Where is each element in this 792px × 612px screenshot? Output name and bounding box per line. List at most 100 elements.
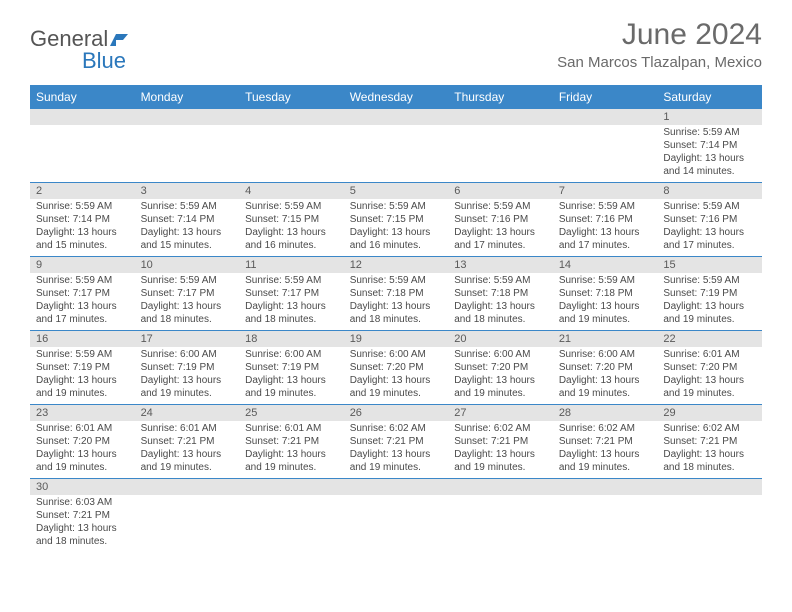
sunset-text: Sunset: 7:14 PM (36, 213, 129, 226)
sunrise-text: Sunrise: 6:01 AM (36, 422, 129, 435)
sunset-text: Sunset: 7:14 PM (663, 139, 756, 152)
day-details: Sunrise: 5:59 AMSunset: 7:17 PMDaylight:… (239, 273, 344, 330)
day-details: Sunrise: 6:03 AMSunset: 7:21 PMDaylight:… (30, 495, 135, 552)
weekday-header: Tuesday (239, 85, 344, 109)
calendar-cell: 9Sunrise: 5:59 AMSunset: 7:17 PMDaylight… (30, 257, 135, 331)
calendar-cell (239, 479, 344, 553)
sunset-text: Sunset: 7:18 PM (350, 287, 443, 300)
calendar-cell: 3Sunrise: 5:59 AMSunset: 7:14 PMDaylight… (135, 183, 240, 257)
sunset-text: Sunset: 7:20 PM (36, 435, 129, 448)
day-number: 6 (448, 183, 553, 199)
sunset-text: Sunset: 7:17 PM (141, 287, 234, 300)
sunrise-text: Sunrise: 5:59 AM (36, 274, 129, 287)
sunset-text: Sunset: 7:14 PM (141, 213, 234, 226)
sunset-text: Sunset: 7:18 PM (454, 287, 547, 300)
daylight-text: Daylight: 13 hours and 15 minutes. (141, 226, 234, 252)
day-number: 7 (553, 183, 658, 199)
location: San Marcos Tlazalpan, Mexico (557, 54, 762, 71)
daylight-text: Daylight: 13 hours and 18 minutes. (141, 300, 234, 326)
day-details: Sunrise: 5:59 AMSunset: 7:14 PMDaylight:… (657, 125, 762, 182)
logo-line2: Blue (30, 48, 126, 74)
day-number: 11 (239, 257, 344, 273)
daylight-text: Daylight: 13 hours and 19 minutes. (245, 374, 338, 400)
day-number: 27 (448, 405, 553, 421)
calendar-cell (448, 109, 553, 183)
sunrise-text: Sunrise: 6:02 AM (350, 422, 443, 435)
calendar-cell: 22Sunrise: 6:01 AMSunset: 7:20 PMDayligh… (657, 331, 762, 405)
weekday-header: Monday (135, 85, 240, 109)
sunset-text: Sunset: 7:21 PM (245, 435, 338, 448)
day-number: 14 (553, 257, 658, 273)
sunset-text: Sunset: 7:15 PM (245, 213, 338, 226)
day-number: 2 (30, 183, 135, 199)
day-details: Sunrise: 6:02 AMSunset: 7:21 PMDaylight:… (344, 421, 449, 478)
sunrise-text: Sunrise: 6:00 AM (559, 348, 652, 361)
day-number-empty (239, 479, 344, 495)
day-number: 18 (239, 331, 344, 347)
sunrise-text: Sunrise: 5:59 AM (559, 274, 652, 287)
sunset-text: Sunset: 7:20 PM (559, 361, 652, 374)
sunrise-text: Sunrise: 5:59 AM (663, 126, 756, 139)
calendar-cell: 29Sunrise: 6:02 AMSunset: 7:21 PMDayligh… (657, 405, 762, 479)
calendar-cell: 21Sunrise: 6:00 AMSunset: 7:20 PMDayligh… (553, 331, 658, 405)
calendar-cell: 25Sunrise: 6:01 AMSunset: 7:21 PMDayligh… (239, 405, 344, 479)
sunrise-text: Sunrise: 6:02 AM (559, 422, 652, 435)
sunset-text: Sunset: 7:16 PM (559, 213, 652, 226)
sunset-text: Sunset: 7:19 PM (245, 361, 338, 374)
day-details: Sunrise: 6:02 AMSunset: 7:21 PMDaylight:… (553, 421, 658, 478)
calendar-cell: 5Sunrise: 5:59 AMSunset: 7:15 PMDaylight… (344, 183, 449, 257)
sunset-text: Sunset: 7:15 PM (350, 213, 443, 226)
daylight-text: Daylight: 13 hours and 17 minutes. (454, 226, 547, 252)
day-number-empty (30, 109, 135, 125)
calendar-cell: 12Sunrise: 5:59 AMSunset: 7:18 PMDayligh… (344, 257, 449, 331)
calendar-cell: 18Sunrise: 6:00 AMSunset: 7:19 PMDayligh… (239, 331, 344, 405)
day-number-empty (553, 479, 658, 495)
sunrise-text: Sunrise: 6:02 AM (663, 422, 756, 435)
day-number: 1 (657, 109, 762, 125)
calendar-cell: 20Sunrise: 6:00 AMSunset: 7:20 PMDayligh… (448, 331, 553, 405)
daylight-text: Daylight: 13 hours and 18 minutes. (36, 522, 129, 548)
day-number-empty (344, 479, 449, 495)
sunrise-text: Sunrise: 5:59 AM (141, 200, 234, 213)
daylight-text: Daylight: 13 hours and 17 minutes. (663, 226, 756, 252)
sunset-text: Sunset: 7:19 PM (36, 361, 129, 374)
calendar-cell (135, 479, 240, 553)
sunset-text: Sunset: 7:19 PM (141, 361, 234, 374)
sunset-text: Sunset: 7:21 PM (350, 435, 443, 448)
calendar-cell: 7Sunrise: 5:59 AMSunset: 7:16 PMDaylight… (553, 183, 658, 257)
calendar-cell (657, 479, 762, 553)
daylight-text: Daylight: 13 hours and 19 minutes. (559, 300, 652, 326)
calendar-cell (344, 109, 449, 183)
day-details: Sunrise: 5:59 AMSunset: 7:17 PMDaylight:… (135, 273, 240, 330)
sunrise-text: Sunrise: 6:02 AM (454, 422, 547, 435)
calendar-cell (344, 479, 449, 553)
calendar-table: Sunday Monday Tuesday Wednesday Thursday… (30, 85, 762, 552)
weekday-header-row: Sunday Monday Tuesday Wednesday Thursday… (30, 85, 762, 109)
sunset-text: Sunset: 7:16 PM (454, 213, 547, 226)
sunrise-text: Sunrise: 5:59 AM (350, 274, 443, 287)
daylight-text: Daylight: 13 hours and 19 minutes. (663, 300, 756, 326)
day-number: 21 (553, 331, 658, 347)
daylight-text: Daylight: 13 hours and 19 minutes. (663, 374, 756, 400)
sunrise-text: Sunrise: 5:59 AM (36, 348, 129, 361)
calendar-cell: 14Sunrise: 5:59 AMSunset: 7:18 PMDayligh… (553, 257, 658, 331)
daylight-text: Daylight: 13 hours and 18 minutes. (350, 300, 443, 326)
sunrise-text: Sunrise: 6:00 AM (141, 348, 234, 361)
sunset-text: Sunset: 7:20 PM (454, 361, 547, 374)
sunrise-text: Sunrise: 5:59 AM (245, 274, 338, 287)
day-number: 19 (344, 331, 449, 347)
calendar-cell: 28Sunrise: 6:02 AMSunset: 7:21 PMDayligh… (553, 405, 658, 479)
calendar-cell: 24Sunrise: 6:01 AMSunset: 7:21 PMDayligh… (135, 405, 240, 479)
daylight-text: Daylight: 13 hours and 17 minutes. (36, 300, 129, 326)
logo-text-blue: Blue (82, 48, 126, 73)
daylight-text: Daylight: 13 hours and 19 minutes. (36, 448, 129, 474)
sunset-text: Sunset: 7:21 PM (663, 435, 756, 448)
calendar-cell (448, 479, 553, 553)
sunrise-text: Sunrise: 5:59 AM (350, 200, 443, 213)
sunrise-text: Sunrise: 5:59 AM (559, 200, 652, 213)
sunset-text: Sunset: 7:21 PM (141, 435, 234, 448)
sunrise-text: Sunrise: 5:59 AM (663, 274, 756, 287)
daylight-text: Daylight: 13 hours and 16 minutes. (245, 226, 338, 252)
day-details: Sunrise: 5:59 AMSunset: 7:14 PMDaylight:… (135, 199, 240, 256)
sunrise-text: Sunrise: 6:01 AM (141, 422, 234, 435)
